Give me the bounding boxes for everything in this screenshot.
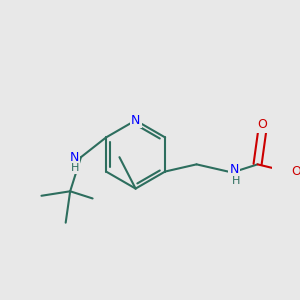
Text: H: H [232, 176, 240, 186]
Text: O: O [291, 165, 300, 178]
Text: H: H [71, 163, 79, 173]
Text: O: O [257, 118, 267, 131]
Text: N: N [230, 163, 239, 176]
Text: N: N [131, 114, 140, 127]
Text: N: N [70, 151, 79, 164]
